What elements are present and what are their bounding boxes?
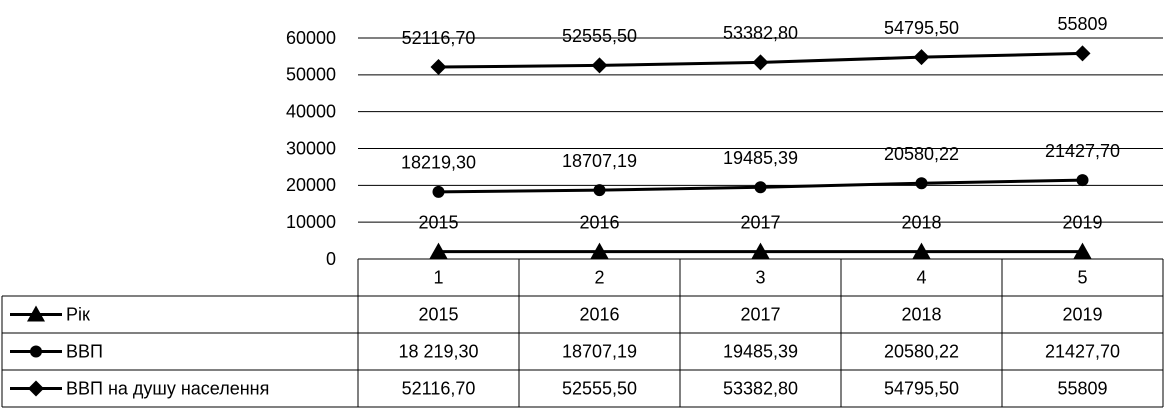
data-point xyxy=(1074,45,1091,62)
legend-label: ВВП на душу населення xyxy=(66,378,269,398)
legend-marker xyxy=(27,305,45,322)
data-point xyxy=(915,177,928,190)
data-point xyxy=(429,242,448,259)
x-tick-label: 5 xyxy=(1077,267,1087,287)
y-tick-label: 50000 xyxy=(286,65,336,85)
table-cell: 52116,70 xyxy=(402,378,476,398)
data-point xyxy=(591,57,608,74)
y-tick-label: 60000 xyxy=(286,28,336,48)
data-point xyxy=(912,242,931,259)
data-point xyxy=(751,242,770,259)
data-label: 18707,19 xyxy=(562,151,637,171)
table-cell: 19485,39 xyxy=(723,341,798,361)
legend-marker xyxy=(28,380,44,397)
y-tick-label: 30000 xyxy=(286,138,336,158)
table-cell: 2015 xyxy=(418,304,458,324)
table-cell: 54795,50 xyxy=(884,378,959,398)
data-label: 2019 xyxy=(1062,212,1102,232)
data-label: 2017 xyxy=(740,212,780,232)
table-cell: 18707,19 xyxy=(562,341,637,361)
x-tick-label: 1 xyxy=(433,267,443,287)
data-label: 54795,50 xyxy=(884,18,959,38)
data-label: 52116,70 xyxy=(402,28,476,48)
data-label: 2015 xyxy=(418,212,458,232)
table-cell: 2018 xyxy=(901,304,941,324)
table-cell: 21427,70 xyxy=(1045,341,1120,361)
y-tick-label: 10000 xyxy=(286,212,336,232)
x-tick-label: 4 xyxy=(916,267,926,287)
data-label: 18219,30 xyxy=(401,153,476,173)
legend-label: Рік xyxy=(66,304,90,324)
data-point xyxy=(752,54,769,71)
data-point xyxy=(913,49,930,66)
data-label: 21427,70 xyxy=(1045,141,1120,161)
data-point xyxy=(754,181,767,194)
y-tick-label: 40000 xyxy=(286,101,336,121)
data-point xyxy=(590,242,609,259)
data-label: 2018 xyxy=(901,212,941,232)
data-point xyxy=(432,185,445,198)
data-label: 19485,39 xyxy=(723,148,798,168)
y-tick-label: 20000 xyxy=(286,175,336,195)
data-point xyxy=(1076,174,1089,187)
data-point xyxy=(430,59,447,76)
data-label: 52555,50 xyxy=(562,26,637,46)
data-label: 2016 xyxy=(579,212,619,232)
table-cell: 18 219,30 xyxy=(398,341,478,361)
data-label: 20580,22 xyxy=(884,144,959,164)
data-point xyxy=(593,184,606,197)
table-cell: 2017 xyxy=(740,304,780,324)
y-tick-label: 0 xyxy=(326,249,336,269)
table-cell: 2016 xyxy=(579,304,619,324)
legend-marker xyxy=(30,345,42,358)
table-cell: 20580,22 xyxy=(884,341,959,361)
x-tick-label: 2 xyxy=(594,267,604,287)
table-cell: 2019 xyxy=(1062,304,1102,324)
table-cell: 55809 xyxy=(1057,378,1107,398)
data-label: 55809 xyxy=(1057,14,1107,34)
x-tick-label: 3 xyxy=(755,267,765,287)
data-point xyxy=(1073,242,1092,259)
data-label: 53382,80 xyxy=(723,23,798,43)
table-cell: 52555,50 xyxy=(562,378,637,398)
legend-label: ВВП xyxy=(66,341,103,361)
table-cell: 53382,80 xyxy=(723,378,798,398)
